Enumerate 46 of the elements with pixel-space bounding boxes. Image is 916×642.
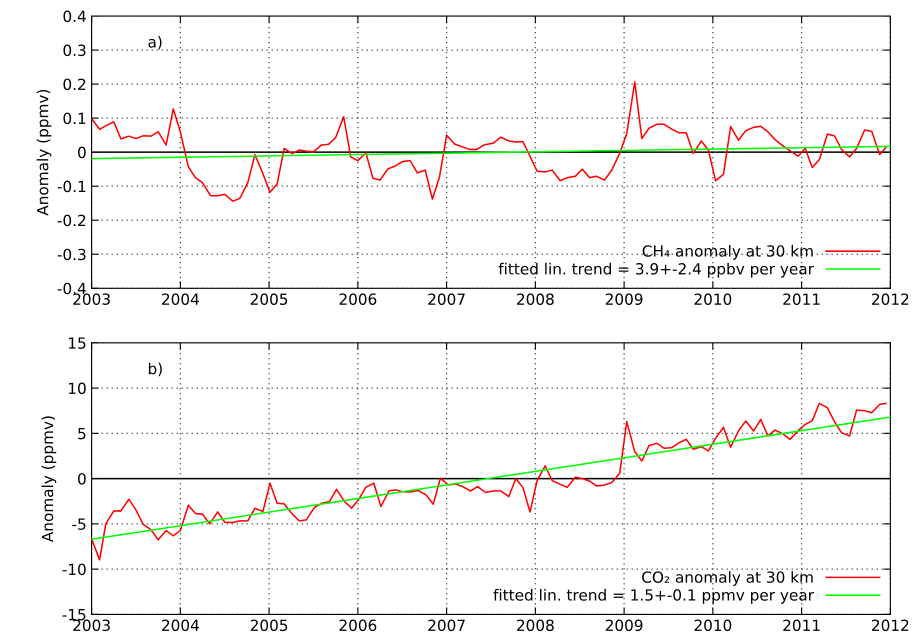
- y-tick-label: -0.4: [58, 282, 86, 294]
- y-tick-label: 0.4: [63, 10, 86, 22]
- x-tick-label: 2003: [73, 620, 110, 632]
- legend-label: CO₂ anomaly at 30 km: [642, 571, 813, 586]
- y-tick-label: 0.2: [63, 78, 86, 90]
- x-tick-label: 2012: [872, 620, 908, 632]
- y-tick-label: -0.1: [58, 180, 86, 192]
- y-tick-label: 10: [68, 382, 86, 394]
- x-tick-label: 2006: [340, 620, 376, 632]
- x-tick-label: 2011: [783, 620, 820, 632]
- annotation: a): [148, 36, 162, 50]
- y-tick-label: -0.3: [58, 248, 86, 260]
- line-series: [92, 81, 887, 202]
- x-tick-label: 2009: [606, 293, 642, 305]
- y-tick-label: 5: [78, 428, 86, 440]
- x-tick-label: 2010: [694, 293, 732, 305]
- x-tick-label: 2007: [428, 620, 465, 632]
- legend-label: fitted lin. trend = 1.5+-0.1 ppmv per year: [493, 588, 814, 604]
- y-tick-label: 0.1: [63, 112, 86, 124]
- x-tick-label: 2012: [872, 293, 908, 305]
- annotation: b): [148, 362, 162, 376]
- legend-label: fitted lin. trend = 3.9+-2.4 ppbv per year: [498, 262, 814, 278]
- x-tick-label: 2004: [162, 293, 199, 305]
- x-tick-label: 2008: [517, 620, 554, 632]
- y-tick-label: -0.2: [58, 214, 86, 226]
- y-tick-label: -5: [72, 518, 86, 530]
- x-tick-label: 2005: [250, 293, 288, 305]
- x-tick-label: 2005: [250, 620, 288, 632]
- y-tick-label: 0.3: [63, 44, 86, 56]
- x-tick-label: 2003: [73, 293, 110, 305]
- y-tick-label: -10: [62, 564, 86, 576]
- y-axis-title: Anomaly (ppmv): [41, 416, 56, 542]
- y-tick-label: 0: [78, 473, 86, 485]
- y-tick-label: -15: [62, 609, 86, 620]
- x-tick-label: 2011: [783, 293, 820, 305]
- x-tick-label: 2010: [694, 620, 732, 632]
- line-series: [92, 402, 887, 561]
- x-tick-label: 2008: [517, 293, 554, 305]
- x-tick-label: 2006: [340, 293, 376, 305]
- legend-label: CH₄ anomaly at 30 km: [642, 244, 813, 260]
- y-tick-label: 0: [78, 146, 86, 158]
- x-tick-label: 2007: [428, 293, 465, 305]
- x-tick-label: 2009: [606, 620, 642, 632]
- y-tick-label: 15: [68, 337, 86, 349]
- y-axis-title: Anomaly (ppmv): [36, 90, 52, 216]
- x-tick-label: 2004: [162, 620, 199, 632]
